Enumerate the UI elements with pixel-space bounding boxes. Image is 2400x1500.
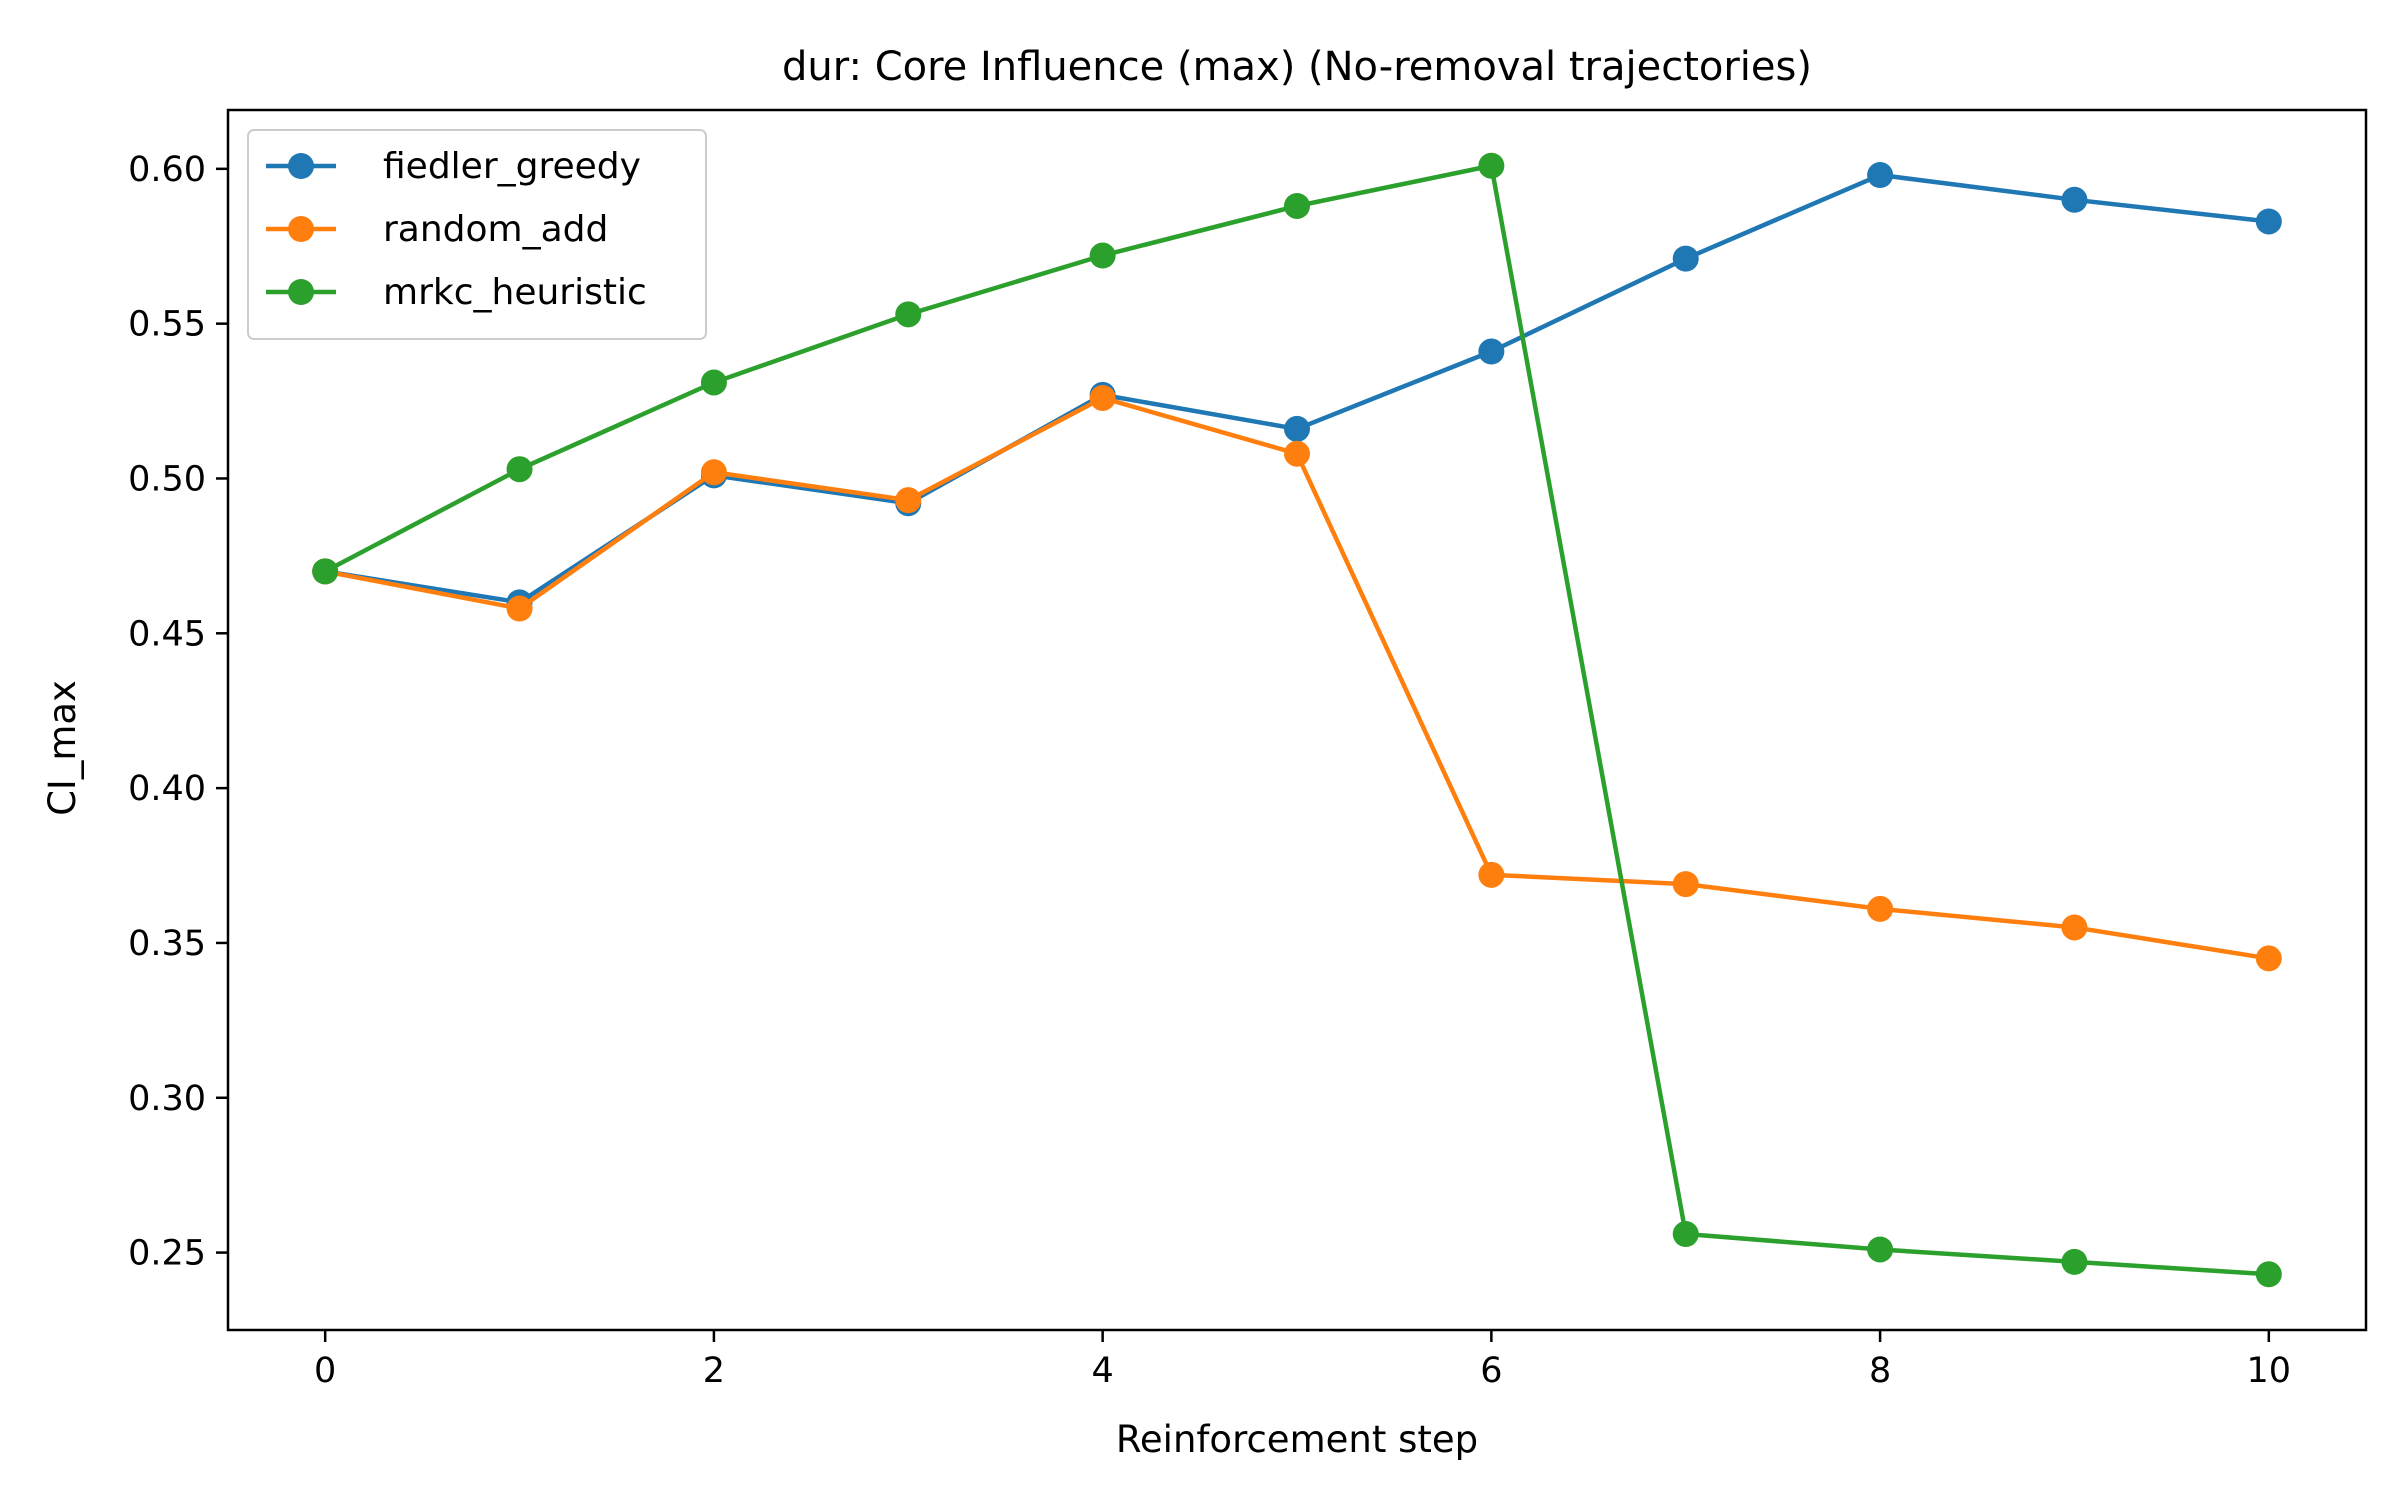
y-tick-label: 0.30 <box>128 1079 206 1119</box>
x-tick-label: 4 <box>1091 1351 1113 1391</box>
legend-item: mrkc_heuristic <box>266 272 647 313</box>
y-axis: 0.25 0.30 0.35 0.40 0.45 0.50 0.55 0.60 <box>128 150 228 1274</box>
series-mrkc-heuristic <box>312 152 2282 1288</box>
data-point <box>1867 895 1894 922</box>
data-point <box>1672 871 1699 898</box>
legend-label: mrkc_heuristic <box>383 272 647 313</box>
data-point <box>1478 152 1505 179</box>
y-tick-label: 0.45 <box>128 614 206 654</box>
legend-marker <box>288 153 314 179</box>
x-axis-label: Reinforcement step <box>1116 1418 1478 1461</box>
legend-item: fiedler_greedy <box>266 146 641 187</box>
data-point <box>1089 384 1116 411</box>
data-point <box>1284 415 1310 442</box>
legend-label: random_add <box>383 209 608 250</box>
legend-marker <box>288 216 314 242</box>
data-point <box>2255 945 2282 972</box>
data-point <box>312 558 339 585</box>
legend-item: random_add <box>266 209 608 250</box>
data-point <box>1089 242 1116 269</box>
data-point <box>506 595 533 622</box>
data-point <box>1284 440 1310 467</box>
data-point <box>2255 208 2282 235</box>
x-tick-label: 8 <box>1869 1351 1891 1391</box>
data-point <box>1672 1221 1699 1248</box>
data-point <box>2061 1248 2088 1275</box>
axes-frame <box>226 108 2368 1332</box>
data-point <box>506 456 533 483</box>
data-point <box>1478 338 1505 365</box>
y-tick-label: 0.35 <box>128 924 206 964</box>
chart-title: dur: Core Influence (max) (No-removal tr… <box>782 44 1812 90</box>
legend-marker <box>288 279 314 305</box>
data-point <box>700 369 727 396</box>
legend-label: fiedler_greedy <box>383 146 641 187</box>
x-axis: 0 2 4 6 8 10 <box>314 1330 2291 1391</box>
y-tick-label: 0.50 <box>128 459 206 499</box>
y-tick-label: 0.55 <box>128 305 206 345</box>
x-tick-label: 6 <box>1480 1351 1502 1391</box>
plot-area <box>312 152 2282 1288</box>
data-point <box>1672 245 1699 272</box>
legend-box <box>247 129 707 340</box>
x-tick-label: 0 <box>314 1351 336 1391</box>
data-point <box>895 301 922 328</box>
x-tick-label: 2 <box>703 1351 725 1391</box>
legend: fiedler_greedy random_add mrkc_heuristic <box>247 129 707 340</box>
y-tick-label: 0.25 <box>128 1234 206 1274</box>
y-tick-label: 0.60 <box>128 150 206 190</box>
y-axis-label: CI_max <box>41 680 84 816</box>
data-point <box>1284 192 1310 219</box>
x-tick-label: 10 <box>2247 1351 2292 1391</box>
y-tick-label: 0.40 <box>128 769 206 809</box>
data-point <box>2255 1261 2282 1288</box>
data-point <box>2061 186 2088 213</box>
data-point <box>2061 914 2088 941</box>
data-point <box>895 487 922 514</box>
data-point <box>700 459 727 486</box>
data-point <box>1478 861 1505 888</box>
data-point <box>1867 162 1894 189</box>
data-point <box>1867 1236 1894 1263</box>
